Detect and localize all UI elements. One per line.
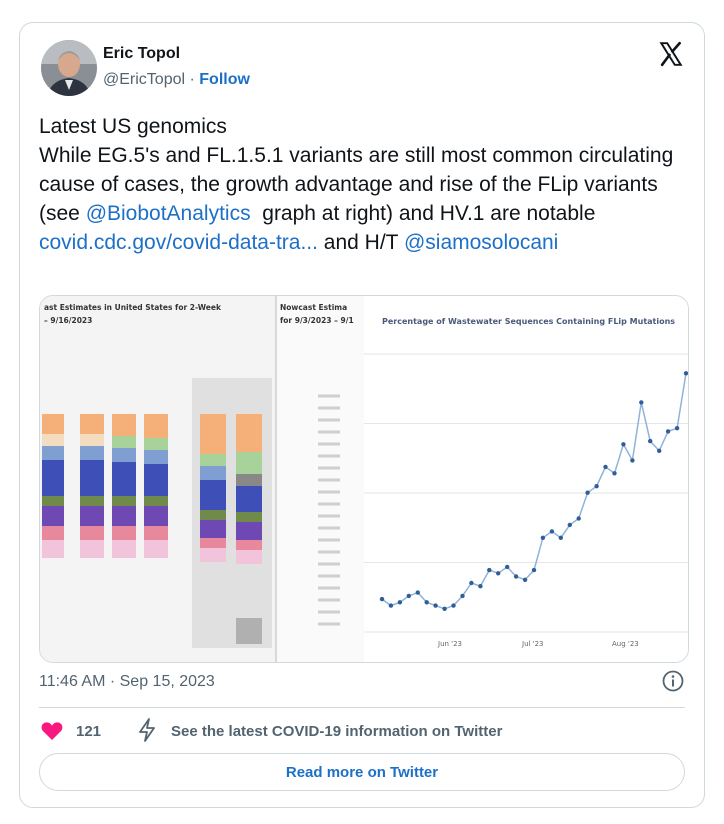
media-image: ast Estimates in United States for 2-Wee… (40, 296, 688, 662)
timestamp[interactable]: 11:46 AM · Sep 15, 2023 (39, 673, 215, 690)
data-point (531, 567, 537, 573)
flip-series-points (379, 371, 688, 611)
data-point (487, 567, 492, 573)
data-point (576, 516, 581, 521)
data-point (630, 458, 635, 463)
divider (39, 707, 685, 708)
mention-biobot[interactable]: @BiobotAnalytics (85, 202, 251, 225)
tweet-body: While EG.5's and FL.1.5.1 variants are s… (39, 141, 689, 228)
data-point (469, 580, 474, 586)
data-point (496, 571, 501, 576)
data-point (415, 590, 420, 595)
data-point (522, 577, 528, 582)
bolt-icon (139, 718, 155, 742)
data-point (657, 448, 662, 453)
cdc-link[interactable]: covid.cdc.gov/covid-data-tra... (39, 231, 318, 254)
data-point (683, 371, 688, 376)
tweet-body-part1: While EG.5's and FL.1.5.1 variants are s… (39, 144, 674, 225)
x-logo-icon[interactable] (658, 41, 684, 67)
data-point (433, 603, 438, 608)
data-point (460, 593, 465, 599)
data-point (379, 596, 385, 602)
heart-icon[interactable] (40, 721, 64, 741)
data-point (558, 535, 563, 540)
data-point (540, 535, 546, 540)
data-point (424, 600, 429, 605)
tweet-line-1: Latest US genomics (39, 115, 227, 138)
data-point (505, 564, 510, 570)
variant-list (318, 394, 340, 626)
data-point (567, 522, 572, 528)
data-point (478, 584, 483, 589)
mid-panel-date: for 9/3/2023 – 9/1 (280, 316, 354, 325)
data-point (665, 429, 671, 434)
avatar[interactable] (41, 40, 97, 96)
data-point (549, 529, 555, 534)
data-point (442, 606, 447, 611)
mid-panel-title: Nowcast Estima (280, 303, 347, 312)
x-tick-jul: Jul '23 (521, 640, 544, 648)
data-point (397, 600, 403, 605)
tweet-media[interactable]: ast Estimates in United States for 2-Wee… (39, 295, 689, 663)
separator: · (189, 71, 195, 88)
chart-title: Percentage of Wastewater Sequences Conta… (382, 317, 675, 326)
chart-grid (364, 353, 688, 633)
author-handle-row: @EricTopol · Follow (103, 71, 250, 89)
covid-info-link[interactable]: See the latest COVID-19 information on T… (171, 723, 503, 740)
left-panel-title: ast Estimates in United States for 2-Wee… (44, 303, 222, 312)
data-point (603, 464, 608, 470)
like-count[interactable]: 121 (76, 723, 102, 740)
data-point (594, 484, 599, 489)
data-point (388, 603, 394, 608)
data-point (451, 603, 456, 608)
tweet-card: Eric Topol @EricTopol · Follow Latest US… (19, 22, 705, 808)
data-point (621, 442, 626, 447)
data-point (585, 490, 590, 495)
variant-stacked-bars (42, 378, 272, 648)
data-point (639, 400, 644, 405)
follow-button[interactable]: Follow (199, 71, 250, 88)
tweet-body-part3: and H/T (317, 231, 404, 254)
left-panel-date: – 9/16/2023 (44, 316, 92, 325)
tweet-body-part2: graph at right) and HV.1 are notable (250, 202, 596, 225)
x-tick-jun: Jun '23 (437, 640, 462, 648)
mention-siamosolocani[interactable]: @siamosolocani (403, 231, 559, 254)
x-tick-aug: Aug '23 (612, 640, 639, 648)
author-handle[interactable]: @EricTopol (103, 71, 186, 88)
tweet-link-line: covid.cdc.gov/covid-data-tra... and H/T … (39, 228, 689, 257)
author-name[interactable]: Eric Topol (103, 45, 181, 62)
data-point (674, 426, 680, 431)
read-more-button[interactable]: Read more on Twitter (39, 753, 685, 791)
data-point (406, 593, 411, 599)
data-point (648, 438, 653, 444)
data-point (513, 574, 519, 579)
tweet-text: Latest US genomics While EG.5's and FL.1… (39, 112, 689, 257)
data-point (612, 471, 617, 476)
info-icon[interactable] (661, 669, 685, 693)
